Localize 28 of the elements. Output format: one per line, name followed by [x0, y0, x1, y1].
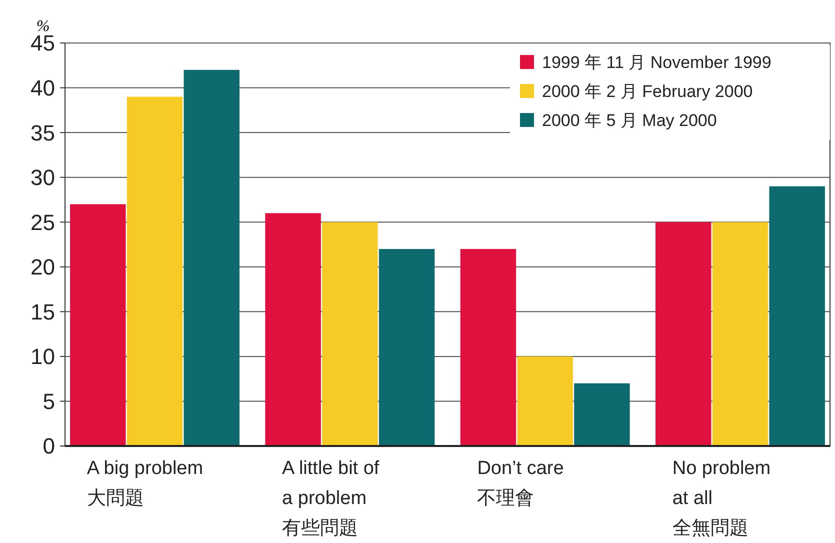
y-tick-label: 40 — [30, 75, 55, 100]
bar — [378, 248, 435, 446]
y-tick-label: 15 — [30, 299, 55, 324]
bar — [712, 222, 768, 446]
y-tick-label: 30 — [30, 165, 55, 190]
bar — [574, 383, 630, 446]
bar — [70, 204, 126, 446]
legend-label: 1999 年 11 月 November 1999 — [542, 52, 772, 72]
bar — [460, 248, 516, 446]
bar — [322, 222, 378, 446]
bar — [184, 70, 240, 446]
y-tick-label: 35 — [30, 120, 55, 146]
x-tick-label: A little bit of a problem 有些問題 — [282, 458, 380, 539]
bar — [126, 96, 183, 446]
y-tick-label: 20 — [30, 254, 55, 280]
y-tick-label: 10 — [30, 344, 55, 370]
y-tick-label: 0 — [42, 434, 55, 459]
bar — [769, 186, 825, 446]
y-tick-label: 25 — [30, 210, 55, 235]
y-tick-label: 5 — [42, 388, 55, 414]
bar — [265, 213, 321, 446]
bar — [656, 222, 712, 446]
legend-label: 2000 年 5 月 May 2000 — [542, 110, 717, 130]
bar — [517, 356, 573, 446]
x-tick-label: A big problem 大問題 — [86, 458, 204, 509]
x-tick-label: No problem at all 全無問題 — [672, 458, 771, 539]
legend-label: 2000 年 2 月 February 2000 — [542, 82, 753, 101]
x-tick-label: Don’t care 不理會 — [477, 458, 564, 509]
